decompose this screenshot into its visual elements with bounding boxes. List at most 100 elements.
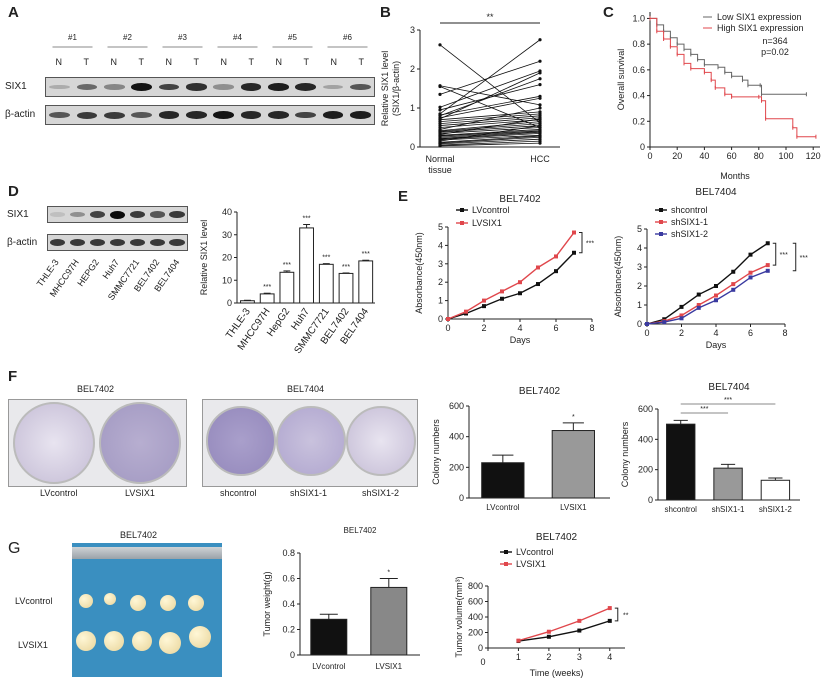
y-tick-label: 1 xyxy=(410,103,415,113)
y-tick-label: 0 xyxy=(648,495,653,505)
series-line xyxy=(447,252,575,320)
data-point xyxy=(438,84,442,89)
pair-line xyxy=(439,117,541,126)
band xyxy=(149,211,165,218)
band xyxy=(131,83,152,91)
x-tick-label: 0 xyxy=(480,657,485,667)
data-point xyxy=(538,123,542,128)
band xyxy=(295,111,316,119)
series-line xyxy=(646,242,769,325)
lane-label: T xyxy=(139,57,145,67)
legend-label: shcontrol xyxy=(671,205,708,215)
pair-line xyxy=(439,131,541,139)
y-tick-label: 1.0 xyxy=(632,13,645,23)
y-axis-label: Absorbance(450nm) xyxy=(613,236,623,318)
blot-row-label: SIX1 xyxy=(5,81,27,92)
data-point xyxy=(538,106,542,110)
pair-line xyxy=(439,142,541,147)
band xyxy=(49,84,70,90)
colony-plate-photo-bel7404 xyxy=(202,399,418,487)
y-tick-label: 0.6 xyxy=(282,574,295,584)
pair-line xyxy=(439,113,541,123)
data-point xyxy=(748,270,753,275)
band xyxy=(185,111,207,119)
data-point xyxy=(538,103,542,107)
x-category-label: HCC xyxy=(530,154,550,164)
significance-bracket xyxy=(792,242,797,272)
data-point xyxy=(538,77,542,81)
panel-label-c: C xyxy=(603,4,614,21)
legend-label: LVcontrol xyxy=(472,205,509,215)
tumor xyxy=(104,593,116,605)
tumor xyxy=(188,595,204,611)
pair-line xyxy=(439,131,541,138)
data-point xyxy=(538,117,542,121)
y-tick-label: 0 xyxy=(290,650,295,660)
pair-line xyxy=(439,72,541,120)
band xyxy=(322,84,344,90)
x-category-label: shSIX1-1 xyxy=(712,505,745,514)
y-tick-label: 400 xyxy=(468,612,483,622)
bar xyxy=(310,618,348,656)
photo-row-label: LVSIX1 xyxy=(18,640,48,650)
y-tick-label: 0.6 xyxy=(632,65,645,75)
x-tick-label: 80 xyxy=(754,151,764,161)
data-point xyxy=(438,144,442,148)
significance-label: *** xyxy=(342,264,350,271)
y-tick-label: 200 xyxy=(638,465,653,475)
data-point xyxy=(645,322,649,326)
y-tick-label: 0.8 xyxy=(632,39,645,49)
data-point xyxy=(536,282,540,287)
lane-label: T xyxy=(84,57,90,67)
blot-strip xyxy=(45,77,375,97)
y-tick-label: 600 xyxy=(468,597,483,607)
band xyxy=(349,111,371,119)
y-axis-label: Absorbance(450nm) xyxy=(414,232,424,314)
legend-label: High SIX1 expression xyxy=(717,23,804,33)
pair-line xyxy=(439,125,541,142)
x-tick-label: 3 xyxy=(577,652,582,662)
lane-label: T xyxy=(304,57,310,67)
legend-marker xyxy=(659,220,663,224)
significance-label: * xyxy=(572,414,575,421)
significance-label: ** xyxy=(623,612,629,619)
bar xyxy=(370,586,408,656)
data-point xyxy=(482,304,486,309)
bar xyxy=(338,272,354,304)
blot-strip xyxy=(47,206,188,223)
colony-plate-photo-bel7402 xyxy=(8,399,187,487)
ruler xyxy=(72,547,222,559)
data-point xyxy=(518,291,522,296)
x-tick-label: 120 xyxy=(806,151,821,161)
significance-label: *** xyxy=(283,262,291,269)
x-axis-label: Days xyxy=(706,340,727,350)
y-tick-label: 0.4 xyxy=(632,91,645,101)
data-point xyxy=(696,292,701,297)
band xyxy=(149,239,165,246)
significance-label: *** xyxy=(362,251,370,258)
pair-line xyxy=(439,121,541,132)
y-tick-label: 600 xyxy=(449,401,464,411)
bar xyxy=(551,430,595,499)
data-point xyxy=(438,92,442,96)
photo-title: BEL7402 xyxy=(120,530,158,540)
band xyxy=(70,239,86,246)
y-tick-label: 4 xyxy=(637,243,642,253)
tumor xyxy=(104,631,124,651)
data-point xyxy=(765,263,770,268)
y-tick-label: 0 xyxy=(410,142,415,152)
tumor xyxy=(130,595,146,611)
tumor-photo xyxy=(72,543,222,677)
pair-line xyxy=(439,97,541,119)
band xyxy=(295,83,316,91)
y-axis-label: Tumor weight(g) xyxy=(262,571,272,636)
x-tick-label: 100 xyxy=(778,151,793,161)
data-point xyxy=(714,293,718,298)
data-point xyxy=(662,320,667,325)
legend-marker xyxy=(504,550,508,554)
legend-marker xyxy=(460,221,464,225)
lane-label: T xyxy=(194,57,200,67)
photo-title: BEL7404 xyxy=(287,384,325,394)
